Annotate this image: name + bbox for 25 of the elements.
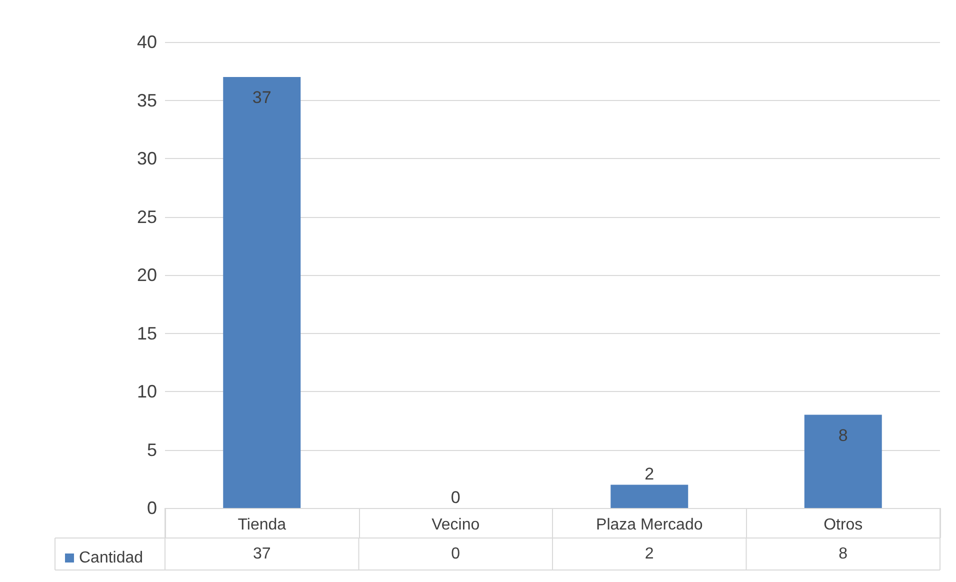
bar xyxy=(610,484,688,508)
y-tick-label: 20 xyxy=(136,265,157,285)
y-tick-label: 35 xyxy=(136,90,157,110)
bar xyxy=(804,414,882,508)
x-tick-label: Otros xyxy=(824,516,863,534)
bar xyxy=(223,76,301,508)
y-tick-label: 0 xyxy=(146,498,157,518)
y-tick-label: 15 xyxy=(136,323,157,344)
y-tick-label: 25 xyxy=(136,206,157,227)
y-tick-label: 40 xyxy=(136,32,157,52)
y-tick-label: 30 xyxy=(136,148,157,168)
data-label: 37 xyxy=(252,546,271,562)
y-tick-label: 10 xyxy=(136,382,157,402)
x-tick-label: Plaza Mercado xyxy=(596,516,703,534)
y-tick-label: 5 xyxy=(146,440,157,460)
annotation: 2 xyxy=(644,464,654,484)
annotation: 8 xyxy=(838,426,848,445)
annotation: 0 xyxy=(450,488,460,507)
x-tick-label: Tienda xyxy=(238,516,286,534)
data-label: 2 xyxy=(644,546,654,562)
x-tick-label: Vecino xyxy=(432,516,480,534)
data-label: 0 xyxy=(451,546,460,562)
data-label: 8 xyxy=(838,546,848,562)
legend-label: Cantidad xyxy=(79,550,144,566)
annotation: 37 xyxy=(252,88,272,107)
